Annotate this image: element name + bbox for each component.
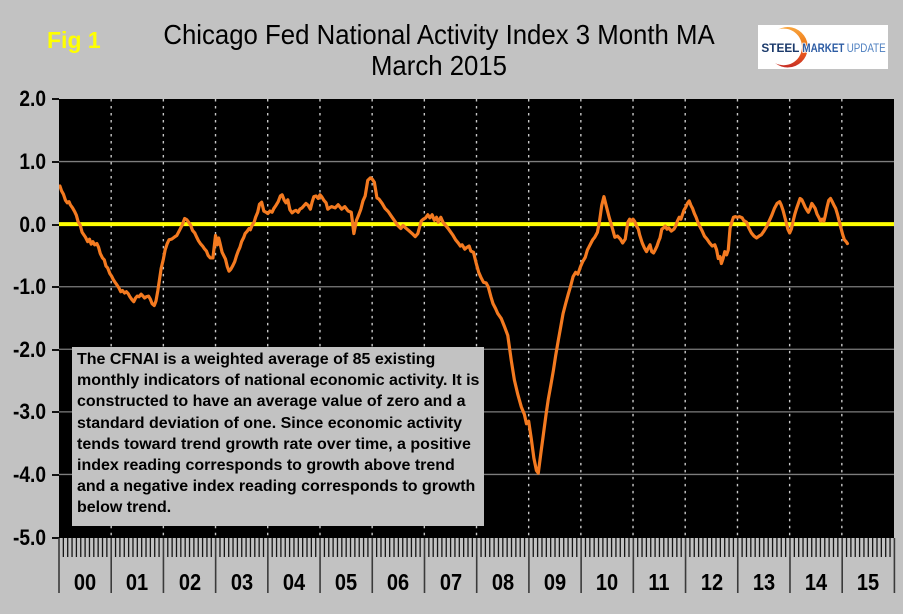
svg-text:STEEL: STEEL: [761, 43, 799, 55]
svg-text:UPDATE: UPDATE: [847, 43, 886, 55]
svg-text:MARKET: MARKET: [802, 43, 844, 55]
